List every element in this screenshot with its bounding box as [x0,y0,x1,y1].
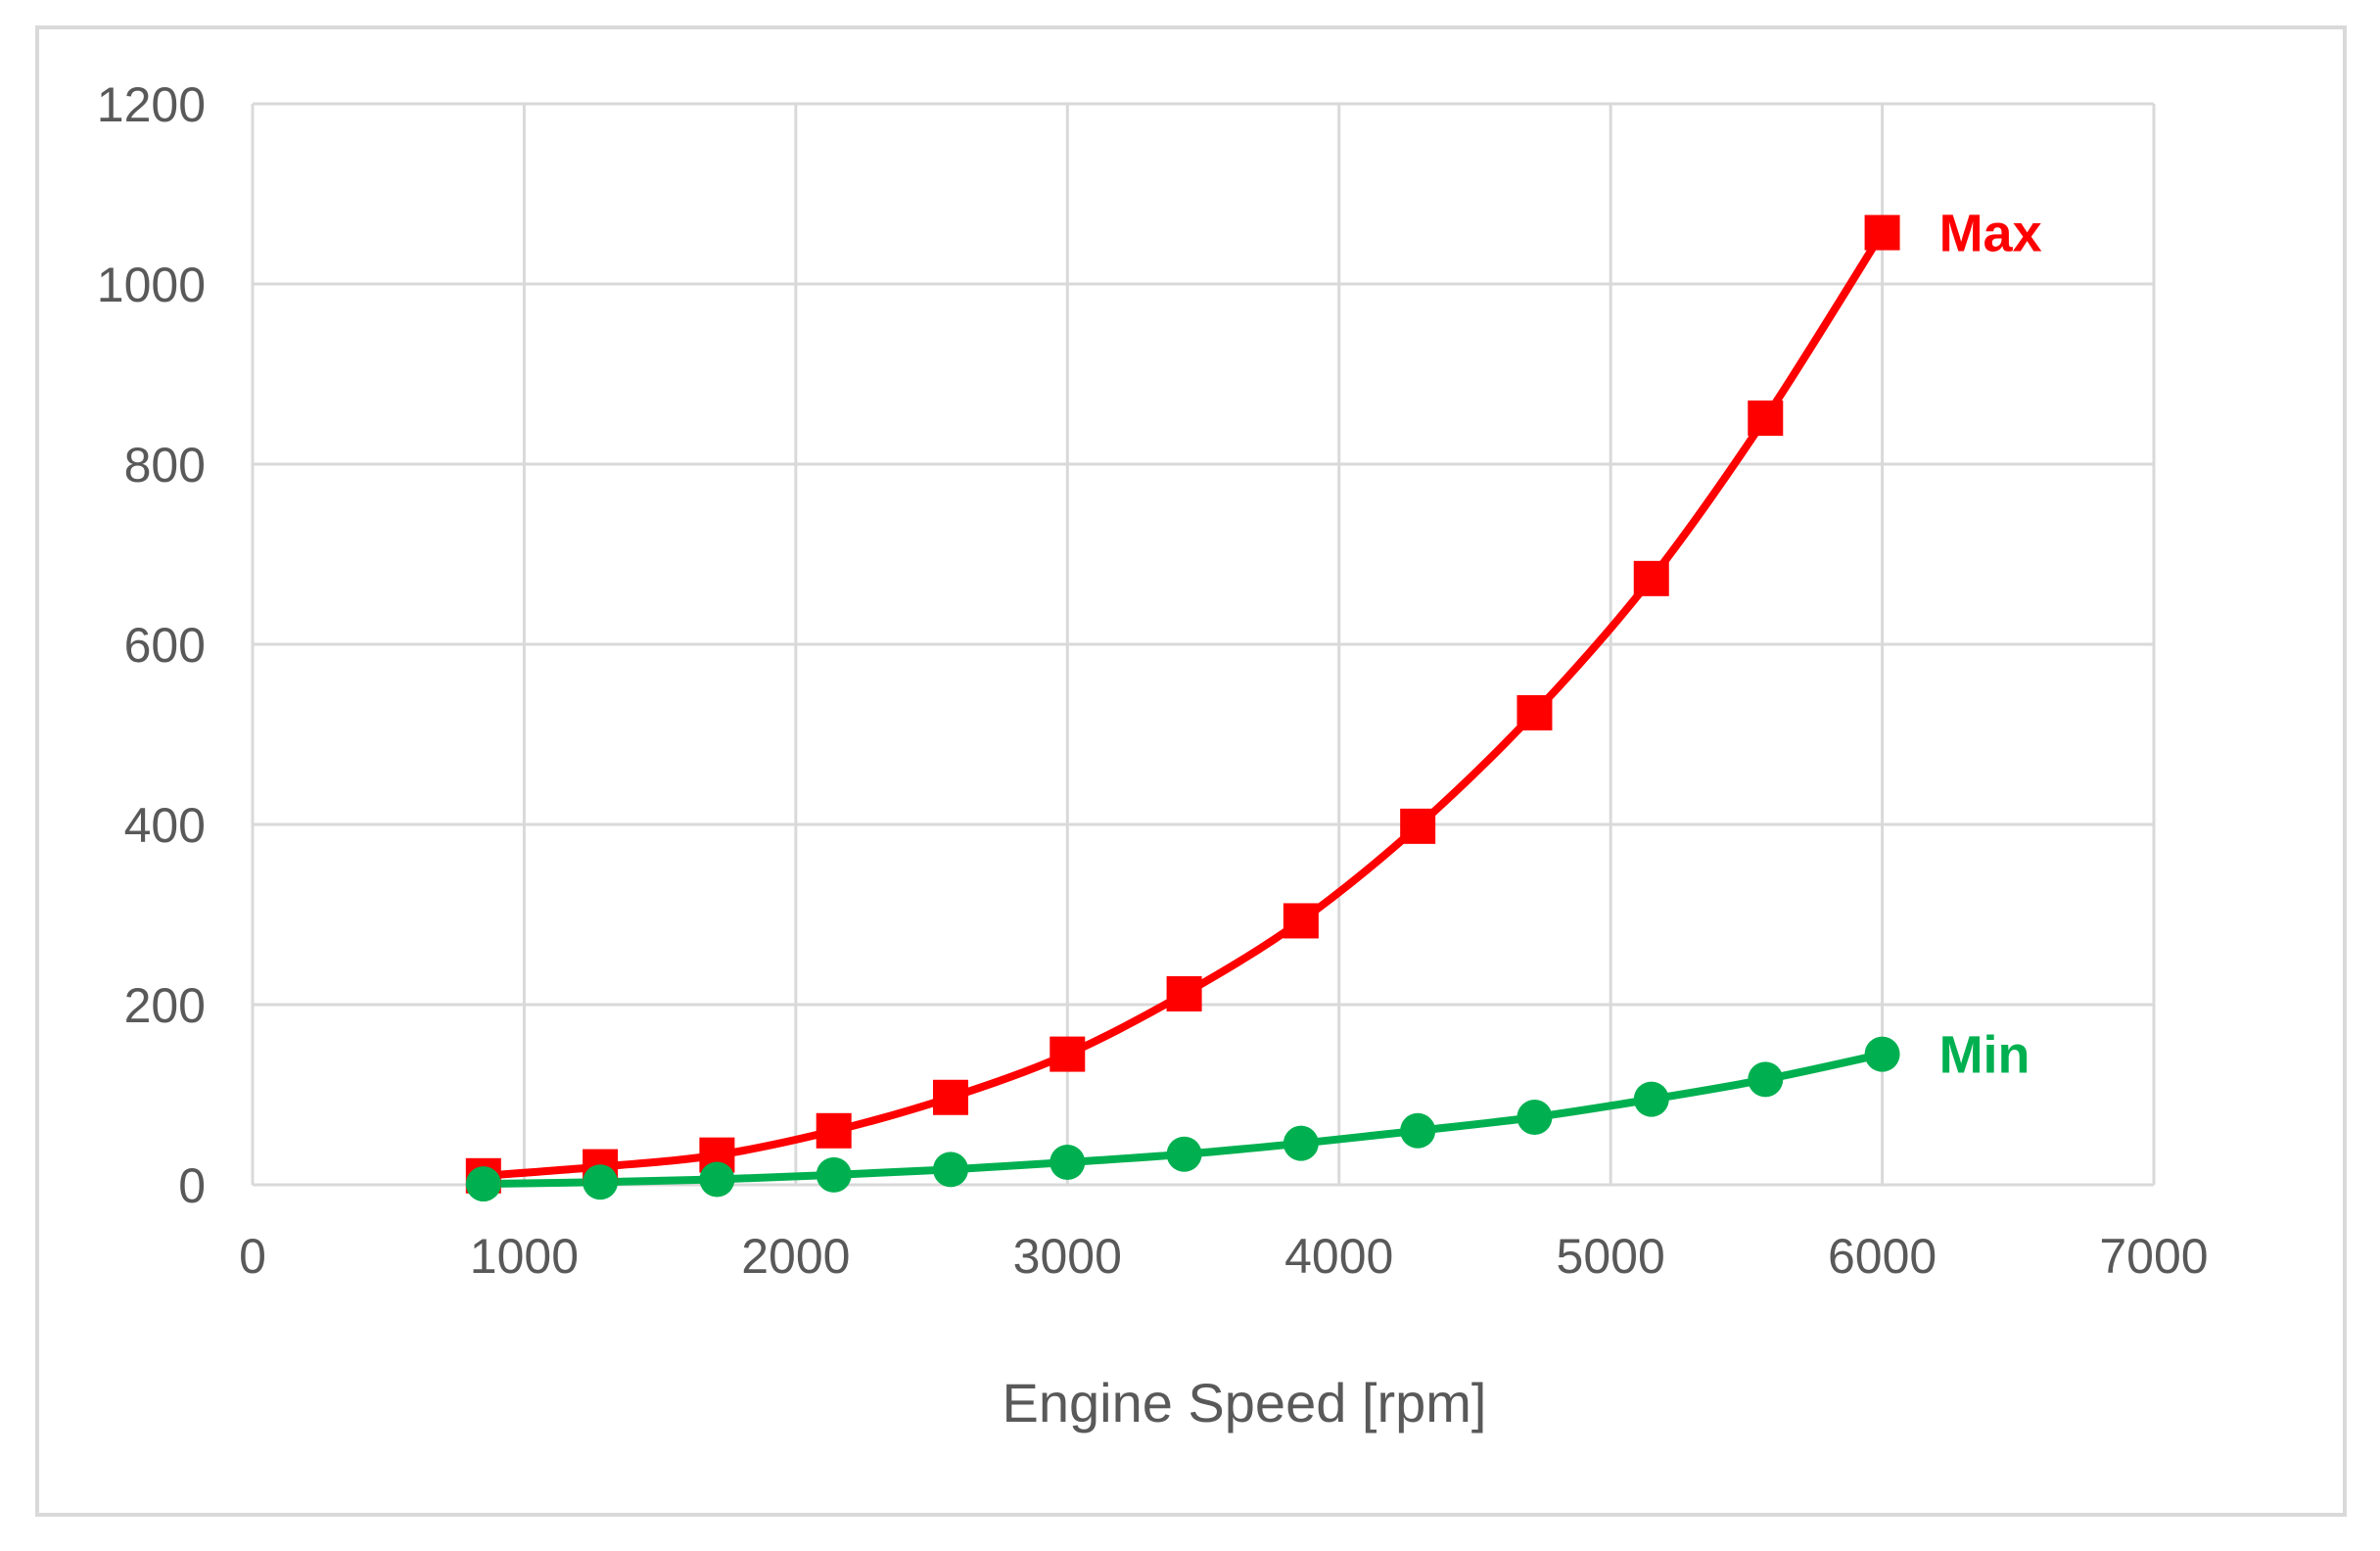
data-point-min [1517,1100,1553,1135]
data-point-min [699,1161,735,1198]
series-label-min: Min [1939,1026,2030,1085]
labels: Max Min [1939,205,2042,1085]
y-tick-label: 1000 [97,258,206,312]
data-point-min [583,1164,619,1200]
x-tick-label: 0 [239,1229,266,1284]
data-point-max [1633,560,1669,596]
grid-lines [251,102,2156,1187]
x-tick-label: 1000 [470,1229,579,1284]
data-point-min [465,1166,501,1202]
x-tick-label: 7000 [2099,1229,2208,1284]
series-markers [465,214,1900,1202]
x-tick-label: 2000 [741,1229,850,1284]
x-tick-label: 6000 [1828,1229,1937,1284]
data-point-min [1400,1112,1436,1149]
data-point-max [932,1079,968,1115]
data-point-min [1864,1036,1900,1072]
y-tick-label: 1200 [97,77,206,132]
data-point-min [1050,1145,1086,1180]
x-tick-label: 5000 [1557,1229,1665,1284]
data-point-min [816,1156,852,1193]
engine-speed-chart: 0 1000 2000 3000 4000 5000 6000 7000 0 200 400 600 8… [97,77,2209,1434]
data-point-max [1748,400,1784,437]
y-tick-label: 800 [124,438,206,493]
data-point-max [1864,214,1900,251]
data-point-max [1050,1036,1086,1072]
series-lines [479,228,1887,1189]
data-point-max [1517,694,1553,730]
chart-frame: 0 1000 2000 3000 4000 5000 6000 7000 0 200 400 600 8… [35,25,2347,1517]
data-point-min [1283,1125,1319,1161]
data-point-min [1166,1136,1202,1172]
y-tick-label: 200 [124,978,206,1033]
data-point-max [816,1112,852,1149]
data-point-min [1633,1081,1669,1117]
y-tick-label: 0 [178,1158,206,1213]
y-tick-label: 400 [124,798,206,853]
data-point-min [1748,1061,1784,1098]
y-tick-label: 600 [124,618,206,673]
x-axis-title: Engine Speed [rpm] [1003,1372,1487,1434]
data-point-max [1166,975,1202,1011]
x-tick-label: 3000 [1013,1229,1122,1284]
series-label-max: Max [1939,205,2042,263]
data-point-max [1400,808,1436,844]
axes: 0 1000 2000 3000 4000 5000 6000 7000 0 200 400 600 8… [97,77,2209,1284]
data-point-max [1283,903,1319,939]
x-tick-label: 4000 [1284,1229,1393,1284]
data-point-min [932,1152,968,1188]
series-line-max [479,228,1887,1180]
